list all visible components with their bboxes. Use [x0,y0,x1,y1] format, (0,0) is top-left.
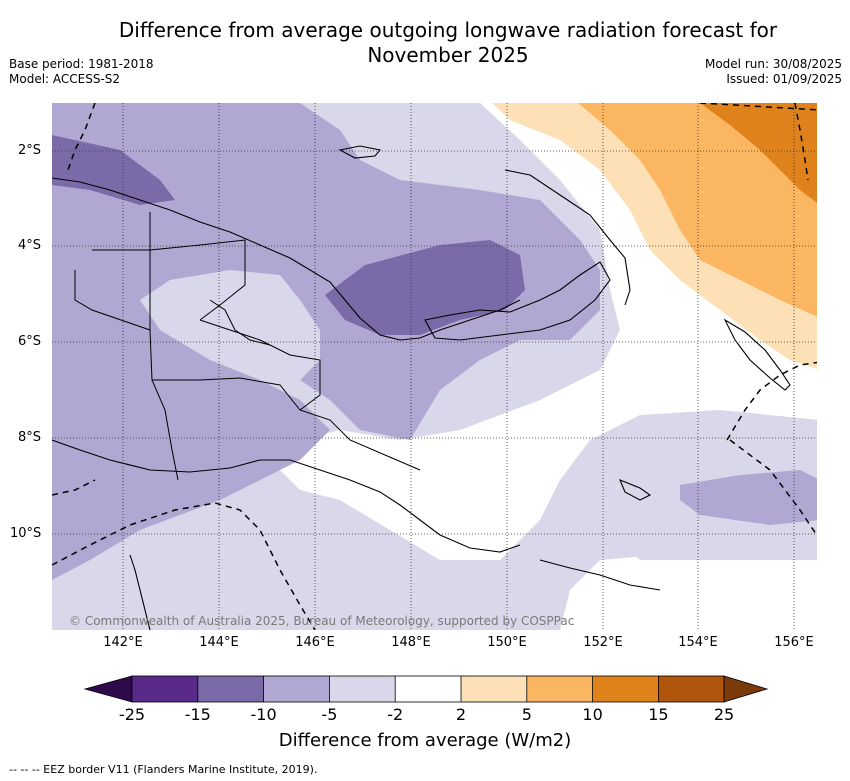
lon-label-148e: 148°E [391,635,431,650]
eez-border-east [699,103,817,111]
lat-label-6s: 6°S [18,334,42,349]
lat-label-8s: 8°S [18,430,42,445]
colorbar-tick-label: -15 [184,705,211,724]
coastlines [52,145,791,630]
province-border-2 [74,270,151,331]
colorbar-tick-label: -5 [321,705,338,724]
colorbar-bin-9 [658,676,724,702]
eez-border-southwest [52,479,96,496]
new-ireland [504,169,631,306]
eez-border-torres [52,502,316,630]
map-area [52,103,817,630]
colorbar-tick-label: -25 [118,705,146,724]
colorbar-outline [131,675,725,703]
eez-footnote: -- -- -- EEZ border V11 (Flanders Marine… [9,763,318,776]
colorbar-tick-label: 2 [455,705,467,724]
lon-label-144e: 144°E [199,635,239,650]
colorbar-extend-max [723,675,769,703]
colorbar-tick-label: 10 [582,705,603,724]
eez-border-north-east [794,103,809,181]
colorbar-bin-4 [329,676,396,702]
colorbar-tick-label: -2 [387,705,404,724]
lon-label-154e: 154°E [678,635,718,650]
borders [74,212,421,481]
colorbar-bin-2 [197,676,264,702]
colorbar [83,675,769,703]
lon-label-156e: 156°E [774,635,814,650]
lat-label-10s: 10°S [10,526,42,541]
manus-island [338,145,382,159]
model-run: Model run: 30/08/2025 [704,57,842,71]
lon-label-152e: 152°E [583,635,623,650]
lon-label-146e: 146°E [295,635,335,650]
colorbar-bin-7 [526,676,593,702]
new-guinea-north-coast [52,177,521,341]
eez-border-west [67,103,96,171]
colorbar-bin-5 [395,676,461,702]
new-britain [424,261,611,341]
province-border-3 [199,319,321,411]
province-border-1 [92,239,246,321]
title-line-1: Difference from average outgoing longwav… [118,18,778,42]
anomaly-fill-dark-west [52,135,175,205]
louisiade-islands [539,559,661,591]
png-indonesia-border [149,212,179,481]
issued-date: Issued: 01/09/2025 [726,72,842,86]
colorbar-bin-3 [263,676,330,702]
title-line-2: November 2025 [367,43,529,67]
eez-border-southeast [729,439,817,537]
colorbar-tick-label: 25 [713,705,735,724]
bougainville [723,318,791,391]
lat-label-4s: 4°S [18,238,42,253]
colorbar-extend-min [83,675,133,703]
copyright-notice: © Commonwealth of Australia 2025, Bureau… [69,614,575,628]
trobriand-islands [618,479,652,501]
eez-border-solomons [726,361,817,441]
colorbar-tick-label: -10 [250,705,277,724]
colorbar-bin-1 [132,676,198,702]
gridlines [52,103,817,630]
meta-left: Base period: 1981-2018 Model: ACCESS-S2 [9,57,154,87]
anomaly-fill-light-inner [140,270,320,380]
colorbar-tick-label: 5 [521,705,532,724]
anomaly-fill-pos-dark [700,103,817,203]
anomaly-fill-medium [52,103,600,580]
anomaly-fill-neutral-south [560,550,817,630]
colorbar-bin-8 [592,676,659,702]
lon-label-150e: 150°E [487,635,527,650]
chart-title: Difference from average outgoing longwav… [0,18,850,68]
lon-label-142e: 142°E [103,635,143,650]
meta-right: Model run: 30/08/2025 Issued: 01/09/2025 [705,57,842,87]
new-guinea-south-coast [52,439,521,553]
province-border-4 [152,377,421,471]
colorbar-tick-label: 15 [648,705,669,724]
anomaly-fill-pos-medium [578,103,817,317]
lat-label-2s: 2°S [18,143,42,158]
anomaly-fill-east-medium [680,470,817,525]
eez-borders [52,103,817,630]
base-period: Base period: 1981-2018 [9,57,154,71]
colorbar-bin-6 [461,676,527,702]
cape-york [129,554,151,630]
model-name: Model: ACCESS-S2 [9,72,121,86]
colorbar-title: Difference from average (W/m2) [278,730,572,751]
